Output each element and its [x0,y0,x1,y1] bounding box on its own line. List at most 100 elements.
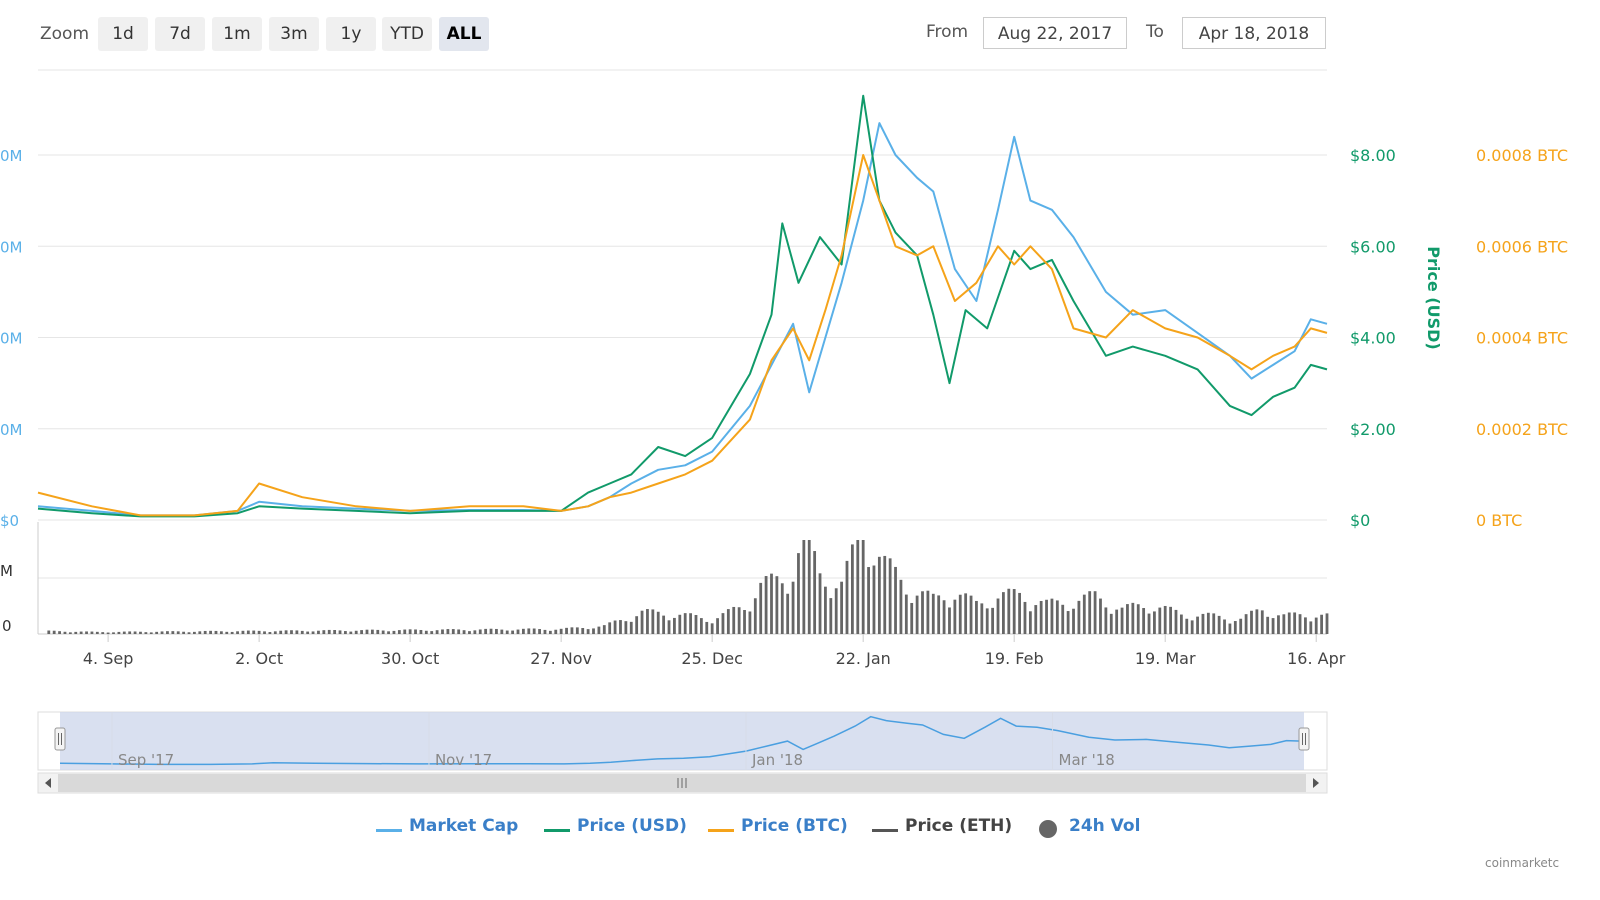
legend-swatch-price-btc [708,829,734,832]
volume-bar [1206,612,1210,634]
y-tick-label-market-cap: 0M [0,238,23,256]
volume-bar [273,631,277,634]
zoom-button-7d[interactable]: 7d [155,17,205,51]
volume-bar [149,632,153,634]
volume-bar [106,632,110,634]
volume-bar [969,595,973,634]
volume-bar [419,629,423,634]
volume-bar [403,629,407,634]
volume-bar [246,630,250,634]
volume-bar [117,631,121,634]
zoom-button-ytd[interactable]: YTD [382,17,432,51]
navigator-selection [60,712,1304,770]
volume-bar [1228,623,1232,634]
volume-bar [834,588,838,634]
volume-bar [602,625,606,634]
volume-bar [1034,605,1038,634]
x-tick-label: 22. Jan [836,649,891,668]
volume-bar [894,566,897,634]
zoom-button-1y[interactable]: 1y [326,17,376,51]
y-tick-label-usd: $6.00 [1350,237,1396,256]
volume-bar [1050,598,1054,634]
volume-bar [543,629,547,634]
volume-bar [640,610,644,634]
zoom-button-1m[interactable]: 1m [212,17,262,51]
volume-tick-label: 0 [2,617,12,635]
from-date-input[interactable]: Aug 22, 2017 [983,17,1127,49]
volume-bar [592,628,595,634]
to-date-input[interactable]: Apr 18, 2018 [1182,17,1326,49]
volume-bar [1314,617,1318,634]
legend-label-volume: 24h Vol [1069,816,1141,836]
volume-bar [306,631,310,634]
volume-bar [1239,618,1243,634]
volume-bar [786,593,790,634]
volume-bar [1185,618,1189,634]
volume-bar [1147,613,1151,634]
volume-bar [203,630,207,634]
volume-bar [473,630,477,634]
zoom-button-1d[interactable]: 1d [98,17,148,51]
volume-bar [74,631,78,634]
volume-bar [1028,611,1032,634]
volume-bar [699,618,703,634]
volume-bar [462,630,466,634]
legend-label-price-eth: Price (ETH) [905,816,1013,836]
series-line-price-btc [37,154,1328,517]
volume-bar [824,586,827,634]
volume-bar [1325,613,1329,634]
volume-bar [807,540,811,634]
volume-bar [581,628,585,634]
volume-bar [68,632,72,634]
legend-swatch-price-usd [544,829,570,832]
credit-text: coinmarketc [1485,856,1560,870]
zoom-label: Zoom [40,24,90,44]
zoom-button-3m[interactable]: 3m [269,17,319,51]
y-tick-label-market-cap: $0 [0,512,19,530]
volume-bar [818,573,822,634]
volume-bar [910,602,914,634]
volume-bar [948,607,951,634]
scrollbar-left-arrow-icon [45,778,51,788]
volume-bar [516,629,520,634]
volume-bar [1136,604,1140,634]
volume-bar [737,607,741,634]
volume-bar [861,540,865,634]
volume-bar [1055,600,1059,634]
volume-bar [1099,598,1102,634]
volume-bar [1271,618,1275,634]
volume-bar [678,614,682,634]
volume-bar [1104,607,1108,634]
volume-bar [748,611,752,634]
volume-bar [840,581,844,634]
volume-bar [635,616,639,634]
volume-bar [155,631,159,634]
volume-bar [937,595,941,634]
volume-bar [667,620,671,634]
x-tick-label: 19. Mar [1135,649,1196,668]
volume-bar [1298,614,1302,634]
volume-bar [112,632,115,634]
volume-bar [1082,594,1086,634]
volume-bar [252,630,256,634]
x-tick-label: 4. Sep [83,649,134,668]
volume-bar [705,621,709,634]
volume-bar [942,600,946,634]
volume-bar [802,540,806,634]
x-tick-label: 19. Feb [985,649,1044,668]
volume-bar [209,630,212,634]
volume-bar [236,631,239,634]
volume-bar [565,627,568,634]
legend-swatch-price-eth [872,829,898,832]
volume-bar [139,631,142,634]
volume-bar [1260,610,1264,634]
volume-bar [883,555,887,634]
volume-bar [1153,611,1156,634]
volume-bar [63,631,67,634]
volume-bar [214,630,218,634]
volume-bar [1174,609,1178,634]
zoom-button-all[interactable]: ALL [439,17,489,51]
volume-bar [187,632,191,634]
volume-bar [527,628,531,634]
volume-bar [354,630,358,634]
